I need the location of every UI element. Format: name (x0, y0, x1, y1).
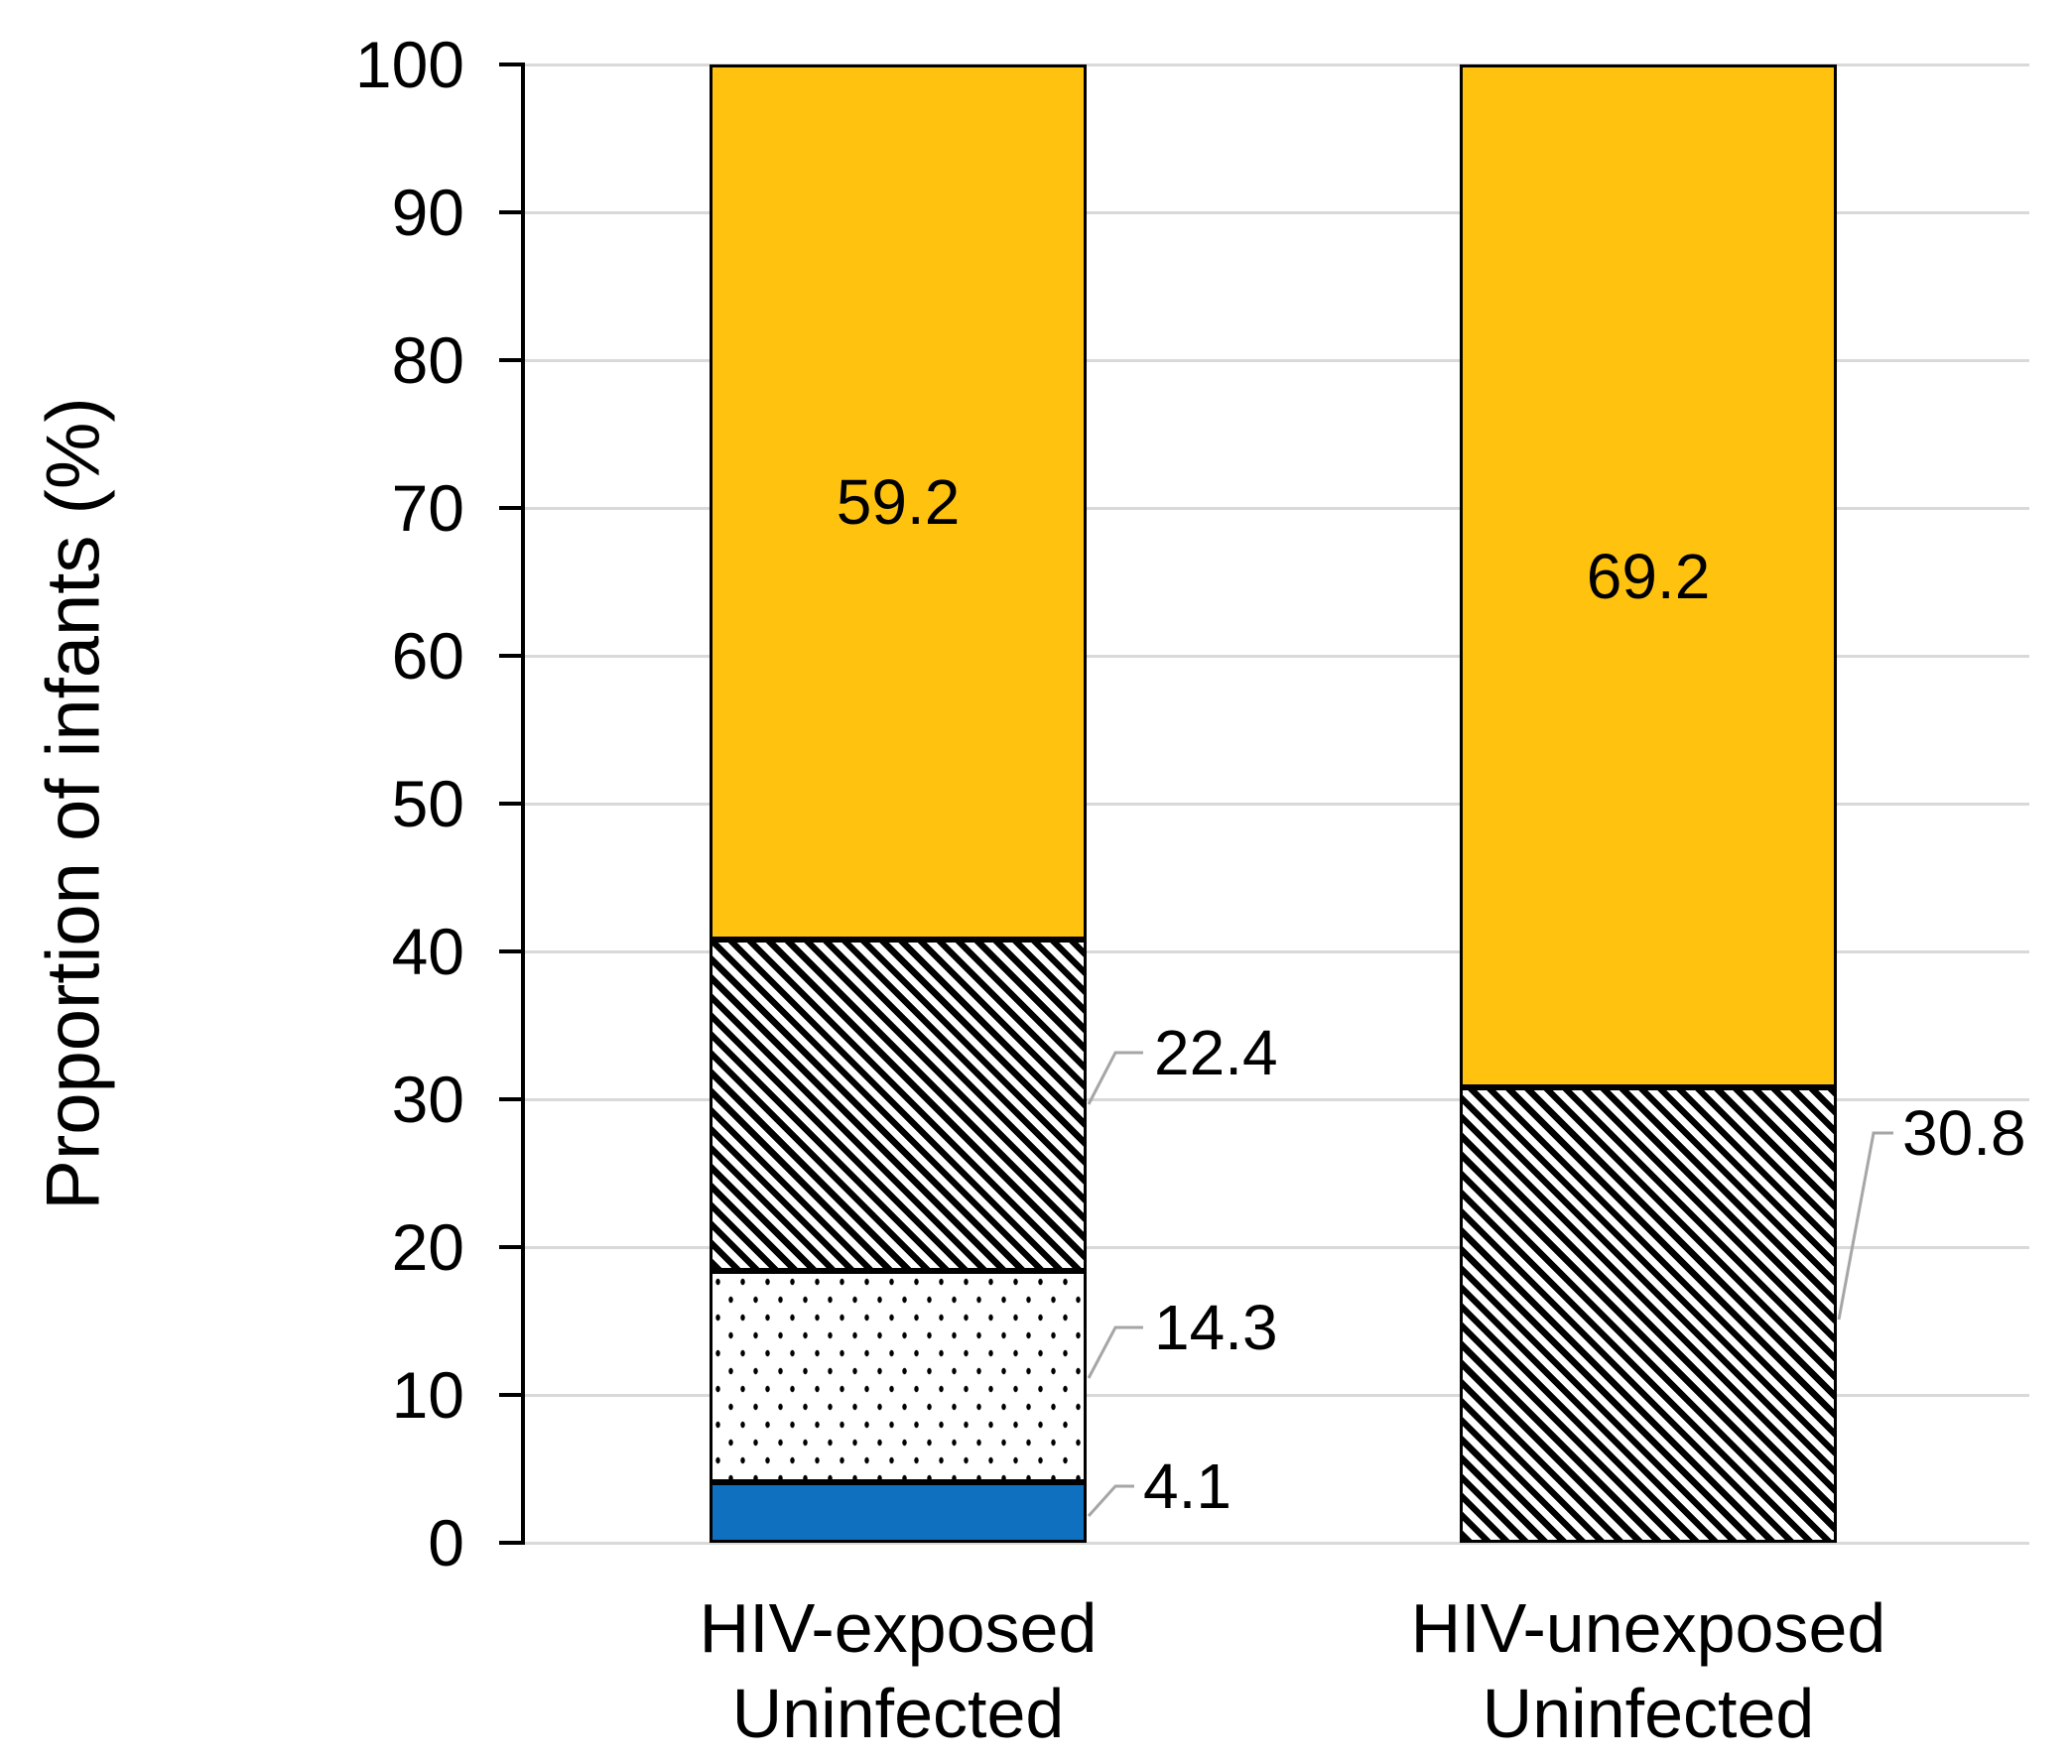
gridline (523, 1246, 2029, 1249)
y-axis-tick (499, 506, 523, 510)
y-axis-tick (499, 358, 523, 362)
gridline (523, 1542, 2029, 1545)
y-axis-tick (499, 654, 523, 658)
y-tick-label: 20 (391, 1210, 464, 1284)
y-axis-tick (499, 1393, 523, 1397)
gridline (523, 211, 2029, 214)
gridline (523, 507, 2029, 510)
category-label-line: Uninfected (731, 1675, 1065, 1752)
y-tick-label: 0 (428, 1506, 464, 1579)
data-label-diagonal-hatch-bar2: 30.8 (1902, 1097, 2026, 1169)
data-label-yellow-solid-bar2: 69.2 (1586, 540, 1711, 612)
category-label-2: HIV-unexposed Uninfected (1411, 1585, 1886, 1756)
y-tick-label: 50 (391, 767, 464, 840)
y-tick-label: 100 (354, 28, 464, 101)
category-label-line: Uninfected (1482, 1675, 1815, 1752)
category-label-line: HIV-unexposed (1410, 1589, 1886, 1667)
y-tick-label: 10 (391, 1358, 464, 1432)
yellow-solid-segment-bar1 (710, 64, 1087, 940)
y-axis-tick (499, 1097, 523, 1101)
leader-line-blue-bar1 (1087, 1484, 1134, 1518)
blue-solid-segment-bar1 (710, 1482, 1087, 1543)
leader-line-dots-bar1 (1087, 1325, 1143, 1379)
gridline (523, 359, 2029, 362)
gridline (523, 1394, 2029, 1397)
data-label-blue-solid-bar1: 4.1 (1143, 1450, 1231, 1522)
gridline (523, 950, 2029, 953)
y-axis-tick (499, 1245, 523, 1249)
data-label-dotted-bar1: 14.3 (1154, 1292, 1278, 1363)
diagonal-hatch-segment-bar2 (1460, 1087, 1837, 1543)
y-axis-tick (499, 210, 523, 214)
y-axis-line (521, 63, 525, 1545)
y-tick-label: 60 (391, 619, 464, 693)
diagonal-hatch-segment-bar1 (710, 940, 1087, 1271)
leader-line-hatch-bar1 (1087, 1051, 1143, 1105)
category-label-line: HIV-exposed (699, 1589, 1098, 1667)
y-tick-label: 30 (391, 1063, 464, 1136)
category-label-1: HIV-exposed Uninfected (700, 1585, 1098, 1756)
leader-line-hatch-bar2 (1837, 1131, 1893, 1321)
data-label-diagonal-hatch-bar1: 22.4 (1154, 1017, 1278, 1088)
y-axis-tick (499, 1541, 523, 1545)
y-axis-tick (499, 63, 523, 66)
y-tick-label: 40 (391, 915, 464, 988)
y-tick-label: 90 (391, 176, 464, 249)
yellow-solid-segment-bar2 (1460, 64, 1837, 1087)
gridline (523, 803, 2029, 806)
y-axis-title: Proportion of infants (%) (31, 397, 116, 1210)
y-axis-tick (499, 949, 523, 953)
y-axis-tick (499, 802, 523, 806)
y-tick-label: 80 (391, 323, 464, 397)
y-tick-label: 70 (391, 471, 464, 545)
gridline (523, 655, 2029, 658)
dotted-segment-bar1 (710, 1271, 1087, 1482)
gridline (523, 63, 2029, 66)
gridline (523, 1098, 2029, 1101)
data-label-yellow-solid-bar1: 59.2 (836, 466, 961, 538)
